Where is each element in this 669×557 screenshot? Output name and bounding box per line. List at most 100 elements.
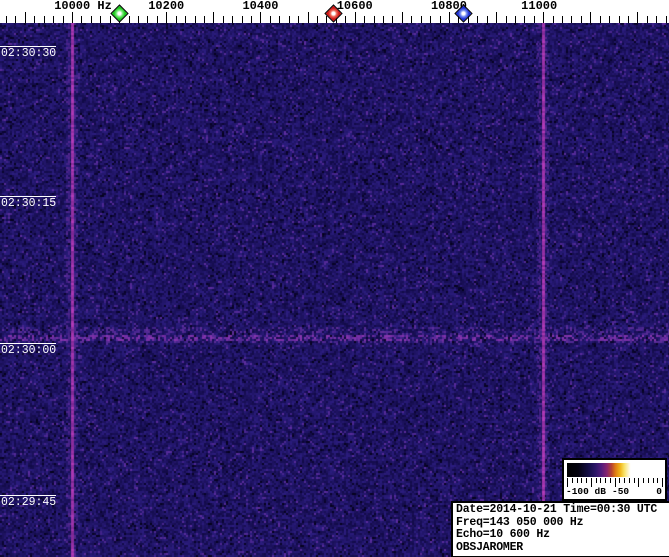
colorbar-tick xyxy=(600,478,602,483)
colorbar-tick xyxy=(609,478,611,483)
colorbar-tick xyxy=(619,478,621,483)
freq-label: 10600 xyxy=(336,0,373,13)
ruler-minor-tick xyxy=(157,16,158,23)
colorbar-min-label: -100 dB xyxy=(566,486,606,497)
ruler-minor-tick xyxy=(392,16,393,23)
colorbar-max-label: 0 xyxy=(656,486,662,497)
ruler-major-tick xyxy=(402,12,403,23)
ruler-minor-tick xyxy=(251,16,252,23)
ruler-minor-tick xyxy=(609,16,610,23)
colorbar-tick xyxy=(581,478,583,483)
colorbar-tick xyxy=(643,478,644,483)
info-date-line: Date=2014-10-21 Time=00:30 UTC xyxy=(456,503,658,516)
freq-label: 11000 xyxy=(521,0,558,13)
ruler-minor-tick xyxy=(279,16,280,23)
ruler-minor-tick xyxy=(195,16,196,23)
ruler-major-tick xyxy=(166,12,167,23)
ruler-minor-tick xyxy=(534,16,535,23)
ruler-minor-tick xyxy=(326,16,327,23)
ruler-major-tick xyxy=(308,12,309,23)
ruler-major-tick xyxy=(590,12,591,23)
ruler-minor-tick xyxy=(440,16,441,23)
ruler-minor-tick xyxy=(477,16,478,23)
ruler-minor-tick xyxy=(628,16,629,23)
ruler-minor-tick xyxy=(506,16,507,23)
time-label: 02:30:00 xyxy=(1,344,57,357)
ruler-minor-tick xyxy=(458,16,459,23)
time-tick: 02:30:30 xyxy=(0,46,60,60)
ruler-minor-tick xyxy=(138,16,139,23)
ruler-minor-tick xyxy=(232,16,233,23)
ruler-major-tick xyxy=(449,12,450,23)
time-label: 02:29:45 xyxy=(1,496,57,509)
colorbar-ticks xyxy=(567,478,663,487)
ruler-minor-tick xyxy=(411,16,412,23)
ruler-minor-tick xyxy=(562,16,563,23)
ruler-minor-tick xyxy=(110,16,111,23)
freq-label: 10200 xyxy=(148,0,185,13)
ruler-minor-tick xyxy=(647,16,648,23)
colorbar-tick xyxy=(571,478,573,483)
ruler-major-tick xyxy=(637,12,638,23)
ruler-minor-tick xyxy=(100,16,101,23)
ruler-major-tick xyxy=(25,12,26,23)
time-tick-line xyxy=(0,46,56,47)
colorbar-tick xyxy=(590,478,592,487)
ruler-minor-tick xyxy=(524,16,525,23)
ruler-minor-tick xyxy=(63,16,64,23)
colorbar-tick xyxy=(647,478,649,483)
ruler-minor-tick xyxy=(468,16,469,23)
ruler-minor-tick xyxy=(364,16,365,23)
time-tick: 02:29:45 xyxy=(0,495,60,509)
ruler-minor-tick xyxy=(81,16,82,23)
ruler-minor-tick xyxy=(619,16,620,23)
colorbar-tick xyxy=(624,478,625,483)
info-echo-line: Echo=10 600 Hz xyxy=(456,528,550,541)
freq-label: 10000 Hz xyxy=(54,0,112,13)
ruler-minor-tick xyxy=(6,16,7,23)
colorbar-tick xyxy=(567,478,568,487)
ruler-minor-tick xyxy=(91,16,92,23)
ruler-minor-tick xyxy=(345,16,346,23)
ruler-minor-tick xyxy=(553,16,554,23)
ruler-minor-tick xyxy=(298,16,299,23)
frequency-ruler: 10000 Hz 10200 10400 10600 10800 11000 xyxy=(0,0,669,23)
colorbar-tick xyxy=(614,478,616,487)
colorbar-labels: -100 dB -50 0 xyxy=(564,486,665,498)
ruler-minor-tick xyxy=(374,16,375,23)
time-label: 02:30:30 xyxy=(1,47,57,60)
ruler-minor-tick xyxy=(44,16,45,23)
ruler-minor-tick xyxy=(204,16,205,23)
ruler-minor-tick xyxy=(242,16,243,23)
ruler-minor-tick xyxy=(176,16,177,23)
ruler-major-tick xyxy=(496,12,497,23)
colorbar-tick xyxy=(662,478,663,487)
spectrogram-canvas xyxy=(0,23,669,557)
ruler-minor-tick xyxy=(185,16,186,23)
ruler-minor-tick xyxy=(147,16,148,23)
ruler-major-tick xyxy=(213,12,214,23)
ruler-minor-tick xyxy=(270,16,271,23)
colorbar-tick xyxy=(605,478,606,483)
info-freq-line: Freq=143 050 000 Hz xyxy=(456,515,584,529)
time-tick: 02:30:00 xyxy=(0,343,60,357)
colorbar-tick xyxy=(595,478,597,483)
green-diamond-marker-icon[interactable] xyxy=(109,4,129,23)
colorbar-tick xyxy=(652,478,654,483)
ruler-minor-tick xyxy=(15,16,16,23)
ruler-major-tick xyxy=(543,12,544,23)
ruler-minor-tick xyxy=(581,16,582,23)
time-tick-line xyxy=(0,495,56,496)
ruler-minor-tick xyxy=(487,16,488,23)
ruler-minor-tick xyxy=(656,16,657,23)
ruler-minor-tick xyxy=(317,16,318,23)
ruler-minor-tick xyxy=(289,16,290,23)
info-box: Date=2014-10-21 Time=00:30 UTC Freq=143 … xyxy=(451,501,669,557)
ruler-major-tick xyxy=(260,12,261,23)
time-tick: 02:30:15 xyxy=(0,196,60,210)
colorbar-tick xyxy=(586,478,587,483)
colorbar-gradient xyxy=(567,463,662,477)
ruler-minor-tick xyxy=(515,16,516,23)
ruler-minor-tick xyxy=(666,16,667,23)
